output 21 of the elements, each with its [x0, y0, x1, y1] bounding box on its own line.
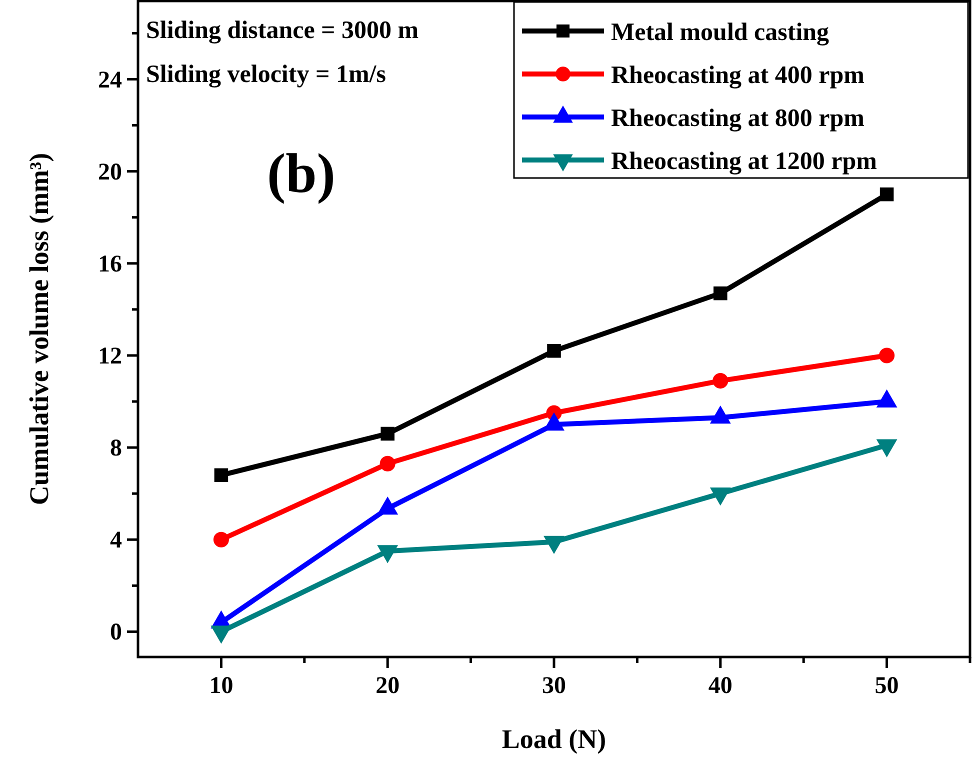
y-tick-label: 20 — [98, 159, 122, 186]
y-axis-title: Cumulative volume loss (mm³) — [24, 152, 54, 506]
legend-label: Rheocasting at 400 rpm — [611, 62, 865, 89]
y-tick-label: 0 — [110, 620, 122, 646]
x-tick-label: 40 — [708, 673, 732, 699]
y-tick-label: 8 — [110, 436, 122, 462]
x-tick-label: 50 — [874, 673, 899, 699]
x-tick-label: 30 — [542, 673, 566, 699]
y-tick-label: 4 — [110, 528, 122, 554]
legend-label: Rheocasting at 800 rpm — [611, 105, 865, 132]
annotation: Sliding velocity = 1m/s — [146, 61, 386, 88]
x-tick-label: 10 — [209, 673, 234, 699]
x-tick-label: 20 — [376, 673, 400, 699]
y-tick-label: 16 — [98, 251, 122, 278]
x-axis-title: Load (N) — [502, 724, 606, 754]
legend-label: Rheocasting at 1200 rpm — [611, 148, 878, 175]
annotation: Sliding distance = 3000 m — [146, 17, 419, 44]
legend-label: Metal mould casting — [611, 19, 830, 46]
y-tick-label: 24 — [98, 67, 122, 94]
annotation: (b) — [267, 143, 336, 205]
y-tick-label: 12 — [98, 343, 122, 370]
